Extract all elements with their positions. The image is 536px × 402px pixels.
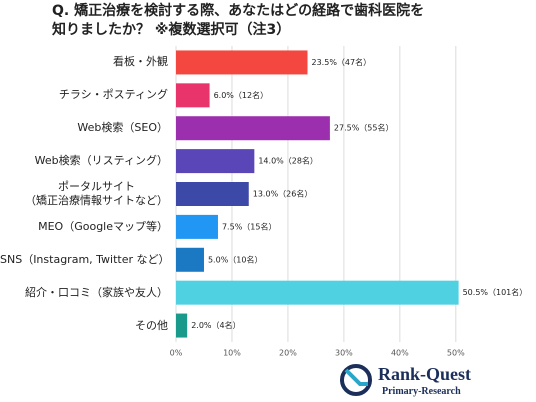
y-tick-label: 看板・外観	[113, 55, 168, 69]
value-label: 2.0%（4名）	[191, 320, 240, 330]
bar	[176, 149, 255, 174]
bar	[176, 116, 330, 141]
bar	[176, 182, 249, 206]
x-tick-label: 40%	[391, 349, 409, 358]
bar	[176, 214, 218, 239]
logo-name: Rank-Quest	[378, 364, 472, 384]
y-tick-label: チラシ・ポスティング	[58, 88, 168, 102]
chart-title: Q. 矯正治療を検討する際、あなたはどの経路で歯科医院を 知りましたか？ ※複数…	[52, 2, 424, 40]
value-label: 27.5%（55名）	[334, 123, 394, 133]
x-tick-label: 30%	[335, 349, 353, 358]
title-line: 知りましたか？ ※複数選択可（注3）	[52, 22, 291, 38]
y-tick-label: MEO（Googleマップ等）	[38, 219, 168, 233]
bar	[176, 83, 210, 108]
logo-tagline: Primary-Research	[382, 386, 461, 397]
value-label: 5.0%（10名）	[208, 254, 263, 264]
value-label: 13.0%（26名）	[253, 189, 313, 199]
value-label: 14.0%（28名）	[258, 156, 318, 166]
value-label: 50.5%（101名）	[463, 287, 528, 297]
logo-icon	[340, 364, 372, 396]
y-tick-label: 紹介・口コミ（家族や友人）	[25, 285, 168, 299]
value-label: 6.0%（12名）	[214, 90, 269, 100]
y-tick-label: ポータルサイト （矯正治療情報サイトなど）	[25, 180, 168, 207]
x-tick-label: 50%	[447, 349, 465, 358]
x-tick-label: 20%	[279, 349, 297, 358]
x-tick-label: 10%	[223, 349, 241, 358]
bar	[176, 50, 308, 75]
y-tick-label: Web検索（SEO）	[77, 121, 168, 135]
y-tick-label: Web検索（リスティング）	[34, 154, 168, 168]
value-label: 23.5%（47名）	[312, 57, 372, 67]
y-tick-label: その他	[135, 318, 168, 332]
bar	[176, 313, 188, 338]
x-tick-label: 0%	[170, 349, 183, 358]
bar	[176, 247, 204, 272]
title-line: Q. 矯正治療を検討する際、あなたはどの経路で歯科医院を	[52, 3, 425, 19]
bar	[176, 280, 459, 305]
value-label: 7.5%（15名）	[222, 221, 277, 231]
y-tick-label: SNS（Instagram, Twitter など）	[0, 252, 170, 266]
